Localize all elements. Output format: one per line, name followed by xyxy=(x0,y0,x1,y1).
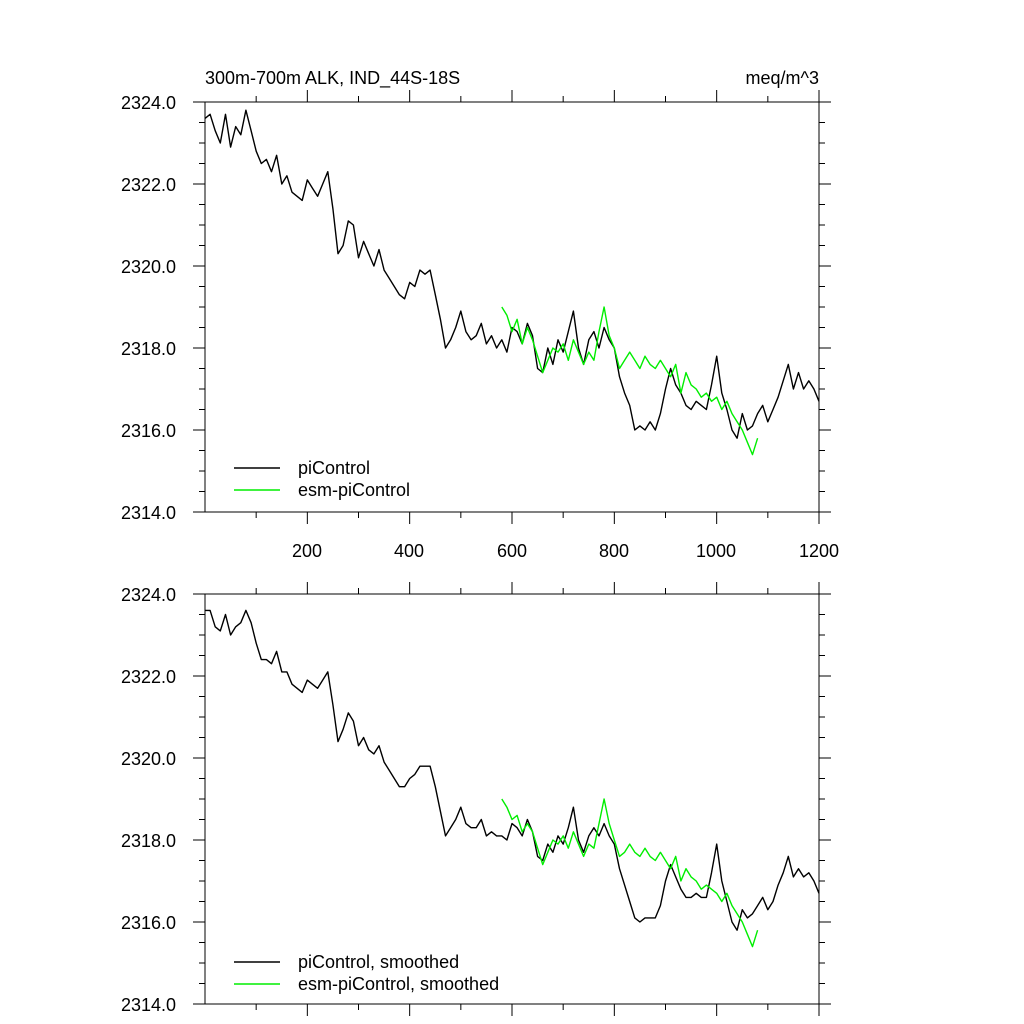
x-tick-label: 400 xyxy=(394,541,424,561)
top-panel-units: meq/m^3 xyxy=(746,68,819,88)
y-tick-label: 2320.0 xyxy=(121,749,176,769)
series-line-esm-picontrol-smoothed xyxy=(501,798,759,948)
top-panel-title: 300m-700m ALK, IND_44S-18S xyxy=(205,68,460,89)
x-tick-label: 1000 xyxy=(696,541,736,561)
legend-label-esm-picontrol: esm-piControl xyxy=(298,480,410,500)
y-tick-label: 2318.0 xyxy=(121,831,176,851)
y-tick-label: 2316.0 xyxy=(121,421,176,441)
bottom-plot-frame xyxy=(204,593,820,1005)
bottom-legend: piControl, smoothed esm-piControl, smoot… xyxy=(234,952,499,994)
top-y-tick-labels: 2314.0 2316.0 2318.0 2320.0 2322.0 2324.… xyxy=(121,93,176,523)
bottom-y-tick-labels: 2314.0 2316.0 2318.0 2320.0 2322.0 2324.… xyxy=(121,585,176,1015)
x-tick-label: 1200 xyxy=(799,541,839,561)
series-line-picontrol-smoothed xyxy=(205,609,820,931)
y-tick-label: 2320.0 xyxy=(121,257,176,277)
bottom-panel: 2314.0 2316.0 2318.0 2320.0 2322.0 2324.… xyxy=(121,582,831,1016)
series-line-esm-picontrol xyxy=(501,306,759,456)
top-x-tick-labels: 200 400 600 800 1000 1200 xyxy=(292,541,839,561)
series-line-picontrol xyxy=(204,109,820,439)
legend-label-picontrol: piControl xyxy=(298,458,370,478)
y-tick-label: 2324.0 xyxy=(121,93,176,113)
bottom-axis-ticks xyxy=(193,582,831,1016)
y-tick-label: 2322.0 xyxy=(121,667,176,687)
top-series xyxy=(204,109,820,456)
y-tick-label: 2314.0 xyxy=(121,503,176,523)
y-tick-label: 2314.0 xyxy=(121,995,176,1015)
top-plot-frame xyxy=(204,101,820,513)
y-tick-label: 2318.0 xyxy=(121,339,176,359)
x-tick-label: 200 xyxy=(292,541,322,561)
y-tick-label: 2322.0 xyxy=(121,175,176,195)
legend-label-esm-picontrol-smoothed: esm-piControl, smoothed xyxy=(298,974,499,994)
x-tick-label: 600 xyxy=(497,541,527,561)
x-tick-label: 800 xyxy=(599,541,629,561)
y-tick-label: 2316.0 xyxy=(121,913,176,933)
top-axis-ticks xyxy=(193,90,831,524)
y-tick-label: 2324.0 xyxy=(121,585,176,605)
bottom-series xyxy=(205,609,820,948)
legend-label-picontrol-smoothed: piControl, smoothed xyxy=(298,952,459,972)
top-legend: piControl esm-piControl xyxy=(234,458,410,500)
top-panel: 300m-700m ALK, IND_44S-18S meq/m^3 2314.… xyxy=(121,68,839,561)
